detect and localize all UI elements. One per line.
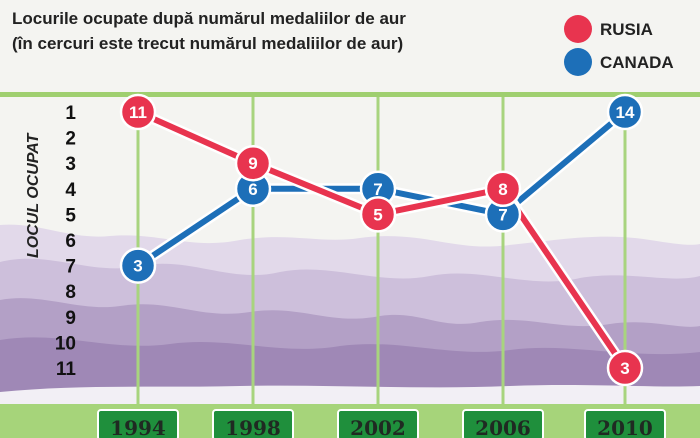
- x-tick-2010: 2010: [597, 416, 653, 438]
- point-canada-1994: [119, 247, 157, 284]
- data-label-rusia-1994: 11: [129, 103, 147, 122]
- data-label-canada-1994: 3: [133, 257, 142, 276]
- y-tick-9: 9: [65, 308, 76, 329]
- x-tick-2002: 2002: [350, 416, 406, 438]
- data-label-canada-2002: 7: [373, 180, 382, 199]
- series-points: 3 6 7 7 14 11 9 5 8 3: [119, 93, 644, 387]
- legend-marker-rusia: [564, 15, 592, 43]
- y-tick-1: 1: [65, 103, 76, 124]
- x-tick-box-1998: [212, 409, 294, 438]
- legend-label-rusia: RUSIA: [600, 20, 653, 39]
- legend-marker-canada: [564, 48, 592, 76]
- y-tick-7: 7: [65, 257, 76, 278]
- ground-snow: [0, 385, 700, 405]
- chart-title: Locurile ocupate după numărul medaliilor…: [12, 9, 406, 28]
- x-tick-1994: 1994: [110, 416, 166, 438]
- point-rusia-2006: [484, 170, 522, 208]
- x-tick-labels: 1994 1998 2002 2006 2010: [97, 409, 666, 438]
- y-tick-5: 5: [65, 205, 76, 226]
- x-tick-2006: 2006: [475, 416, 531, 438]
- point-rusia-2010: [606, 349, 644, 387]
- y-tick-2: 2: [65, 129, 76, 150]
- data-label-rusia-2010: 3: [620, 359, 629, 378]
- point-rusia-2002: [359, 196, 397, 233]
- data-label-rusia-2006: 8: [498, 180, 507, 199]
- x-tick-box-1994: [97, 409, 179, 438]
- y-tick-6: 6: [65, 231, 76, 252]
- x-tick-1998: 1998: [225, 416, 281, 438]
- point-rusia-1994: [119, 93, 157, 131]
- x-tick-box-2002: [337, 409, 419, 438]
- y-tick-3: 3: [65, 154, 76, 175]
- y-axis-label: LOCUL OCUPAT: [25, 132, 42, 258]
- point-canada-2010: [606, 93, 644, 131]
- y-tick-4: 4: [65, 180, 76, 201]
- data-label-rusia-1998: 9: [248, 154, 257, 173]
- legend-label-canada: CANADA: [600, 53, 674, 72]
- chart-subtitle: (în cercuri este trecut numărul medaliil…: [12, 34, 403, 53]
- y-tick-11: 11: [56, 359, 77, 380]
- point-rusia-1998: [234, 144, 272, 182]
- legend: RUSIA CANADA: [564, 15, 674, 76]
- data-label-canada-2006: 7: [498, 205, 507, 224]
- x-tick-box-2010: [584, 409, 666, 438]
- x-tick-box-2006: [462, 409, 544, 438]
- mountain-layer-ridge: [0, 337, 700, 400]
- y-tick-8: 8: [65, 282, 76, 303]
- data-label-canada-2010: 14: [616, 103, 635, 122]
- y-tick-10: 10: [55, 333, 76, 354]
- data-label-canada-1998: 6: [248, 180, 257, 199]
- y-tick-labels: 1 2 3 4 5 6 7 8 9 10 11: [55, 103, 77, 380]
- top-green-stripe: [0, 92, 700, 97]
- data-label-rusia-2002: 5: [373, 205, 382, 224]
